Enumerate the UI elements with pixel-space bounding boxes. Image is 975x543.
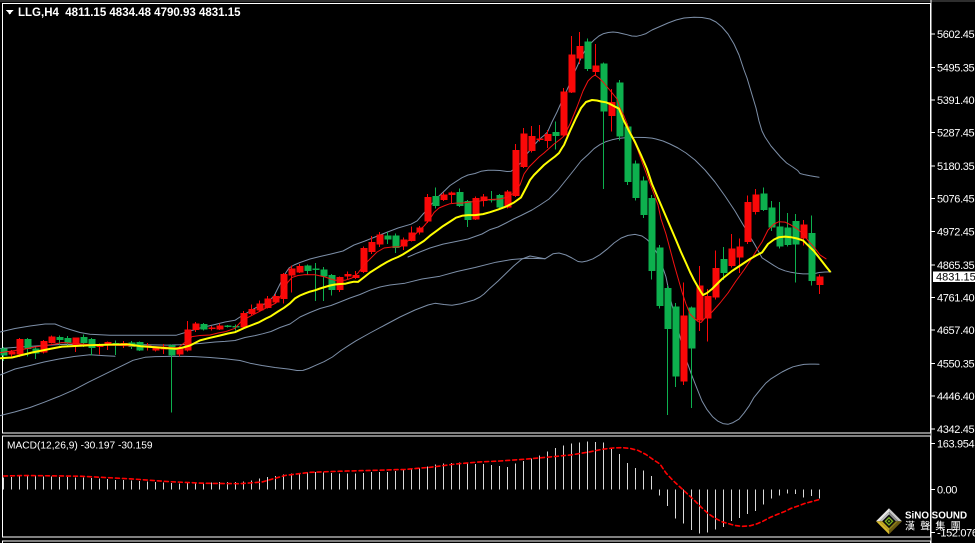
svg-text:5391.40: 5391.40	[937, 95, 975, 107]
svg-text:0.00: 0.00	[937, 484, 957, 496]
svg-text:4831.15: 4831.15	[936, 271, 975, 283]
svg-text:4342.45: 4342.45	[937, 424, 975, 436]
svg-text:5180.35: 5180.35	[937, 161, 975, 173]
svg-text:4550.35: 4550.35	[937, 359, 975, 371]
svg-text:5495.35: 5495.35	[937, 62, 975, 74]
svg-text:4865.35: 4865.35	[937, 260, 975, 272]
svg-text:SiNO SOUND: SiNO SOUND	[905, 511, 967, 522]
svg-text:5287.45: 5287.45	[937, 128, 975, 140]
svg-text:5076.45: 5076.45	[937, 194, 975, 206]
svg-text:4972.45: 4972.45	[937, 226, 975, 238]
svg-text:4657.40: 4657.40	[937, 325, 975, 337]
svg-text:MACD(12,26,9) -30.197 -30.159: MACD(12,26,9) -30.197 -30.159	[7, 441, 153, 452]
svg-text:4761.40: 4761.40	[937, 293, 975, 305]
svg-text:4446.40: 4446.40	[937, 391, 975, 403]
svg-text:163.954: 163.954	[937, 439, 975, 451]
svg-text:5602.45: 5602.45	[937, 29, 975, 41]
svg-text:LLG,H4 4811.15 4834.48 4790.9: LLG,H4 4811.15 4834.48 4790.93 4831.15	[18, 7, 241, 19]
svg-text:-152.076: -152.076	[937, 528, 975, 540]
svg-text:漢聲集團: 漢聲集團	[905, 520, 966, 533]
